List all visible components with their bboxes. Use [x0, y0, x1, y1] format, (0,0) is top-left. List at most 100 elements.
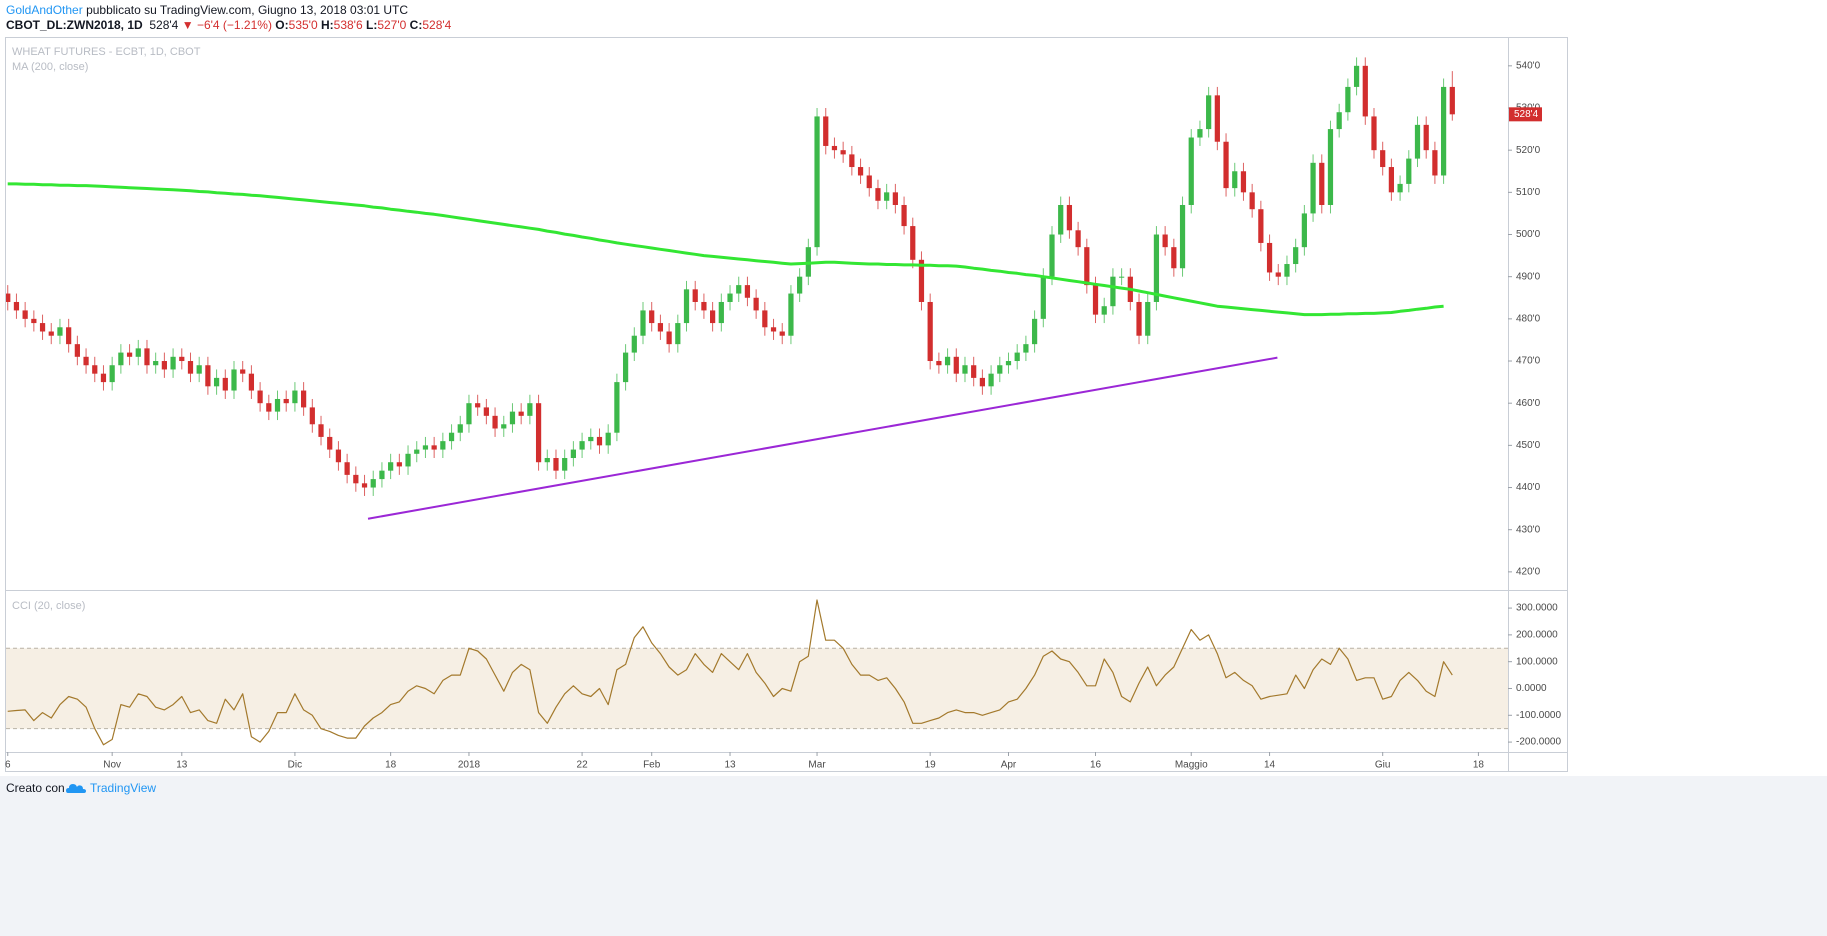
candle-body	[440, 441, 446, 450]
candle-body	[666, 331, 672, 345]
author[interactable]: GoldAndOther	[6, 3, 83, 17]
y-tick-label: 420'0	[1516, 567, 1541, 578]
candle-body	[1031, 318, 1038, 345]
candle-body	[718, 301, 724, 324]
candle-body	[466, 403, 472, 425]
ohlc-value: 535'0	[288, 18, 318, 32]
candle-body	[1293, 247, 1299, 265]
y-tick-label: 540'0	[1516, 60, 1541, 71]
candle-body	[213, 377, 220, 387]
candle-body	[1075, 230, 1081, 248]
cci-legend: CCI (20, close)	[12, 600, 85, 612]
ohlc-label: C:	[409, 18, 423, 32]
candle-body	[492, 415, 498, 429]
candle-body	[1188, 137, 1194, 205]
candle-body	[6, 293, 11, 302]
candle-body	[1214, 95, 1220, 142]
candle-body	[1319, 162, 1325, 205]
y-tick-label: 100.0000	[1516, 656, 1558, 667]
y-tick-label: 510'0	[1516, 187, 1541, 198]
candle-body	[405, 453, 411, 467]
x-tick-label: 18	[1473, 760, 1485, 771]
y-tick-label: -100.0000	[1516, 710, 1561, 721]
x-tick-label: Apr	[1001, 760, 1017, 771]
candle-body	[1162, 234, 1168, 248]
candle-body	[675, 323, 681, 345]
candle-body	[414, 449, 420, 454]
candle-body	[866, 175, 872, 189]
candle-body	[971, 365, 977, 378]
x-tick-label: Dic	[288, 760, 302, 771]
candle-body	[518, 411, 524, 416]
candle-body	[48, 331, 54, 336]
candle-body	[248, 373, 255, 391]
candle-body	[1284, 264, 1290, 277]
candle-body	[118, 352, 124, 366]
candle-body	[457, 424, 463, 433]
ohlc-value: 528'4	[422, 18, 452, 32]
candle-body	[1023, 344, 1029, 353]
candle-body	[370, 479, 376, 488]
candle-body	[849, 154, 855, 168]
ohlc-label: O:	[275, 18, 289, 32]
x-tick-label: 2018	[458, 760, 481, 771]
candle-body	[126, 352, 133, 357]
candle-body	[100, 373, 107, 383]
candle-body	[153, 361, 159, 366]
candle-body	[1223, 141, 1229, 189]
candle-body	[353, 474, 359, 484]
candle-body	[179, 356, 185, 362]
candle-body	[66, 327, 72, 345]
candle-body	[1153, 234, 1160, 302]
candle-body	[788, 293, 794, 336]
brand[interactable]: TradingView	[90, 781, 157, 795]
candle-body	[762, 310, 768, 328]
candle-body	[753, 297, 759, 311]
candle-body	[318, 424, 324, 437]
candle-body	[701, 301, 707, 311]
candle-body	[779, 331, 785, 336]
candle-body	[1101, 306, 1107, 315]
ohlc-h: H:538'6	[321, 18, 363, 32]
candle-body	[1406, 158, 1412, 184]
candle-body	[692, 289, 698, 302]
made-with: Creato con	[6, 781, 65, 795]
candle-body	[92, 365, 98, 374]
candle-body	[614, 382, 620, 433]
candle-body	[562, 458, 568, 471]
candle-body	[831, 145, 838, 151]
candle-body	[588, 436, 594, 442]
candle-body	[1014, 352, 1020, 362]
candle-body	[1327, 129, 1334, 205]
candle-body	[884, 192, 890, 201]
candle-body	[683, 289, 690, 324]
candle-body	[1145, 301, 1151, 336]
candle-body	[736, 285, 742, 294]
candle-body	[1345, 86, 1351, 113]
candle-body	[266, 403, 272, 412]
candle-body	[1136, 301, 1142, 336]
candle-body	[979, 377, 985, 387]
candle-body	[483, 407, 489, 416]
candle-body	[1040, 276, 1046, 319]
y-tick-label: 460'0	[1516, 398, 1541, 409]
cci-pane	[6, 599, 1508, 746]
candle-body	[1179, 204, 1186, 269]
ohlc-label: L:	[366, 18, 378, 32]
y-tick-label: 450'0	[1516, 440, 1541, 451]
header-line: GoldAndOther pubblicato su TradingView.c…	[6, 3, 408, 17]
candle-body	[1336, 112, 1342, 130]
candle-body	[13, 301, 20, 311]
ohlc-c: C:528'4	[410, 18, 452, 32]
candle-body	[1414, 124, 1421, 159]
candle-body	[83, 356, 89, 366]
candle-body	[109, 365, 115, 383]
candle-body	[962, 365, 968, 374]
candle-body	[283, 398, 289, 404]
candle-body	[797, 276, 803, 294]
candle-body	[875, 188, 881, 201]
x-tick-label: Giu	[1375, 760, 1391, 771]
candle-body	[710, 310, 716, 324]
candle-body	[1423, 124, 1429, 151]
band	[6, 648, 1508, 729]
